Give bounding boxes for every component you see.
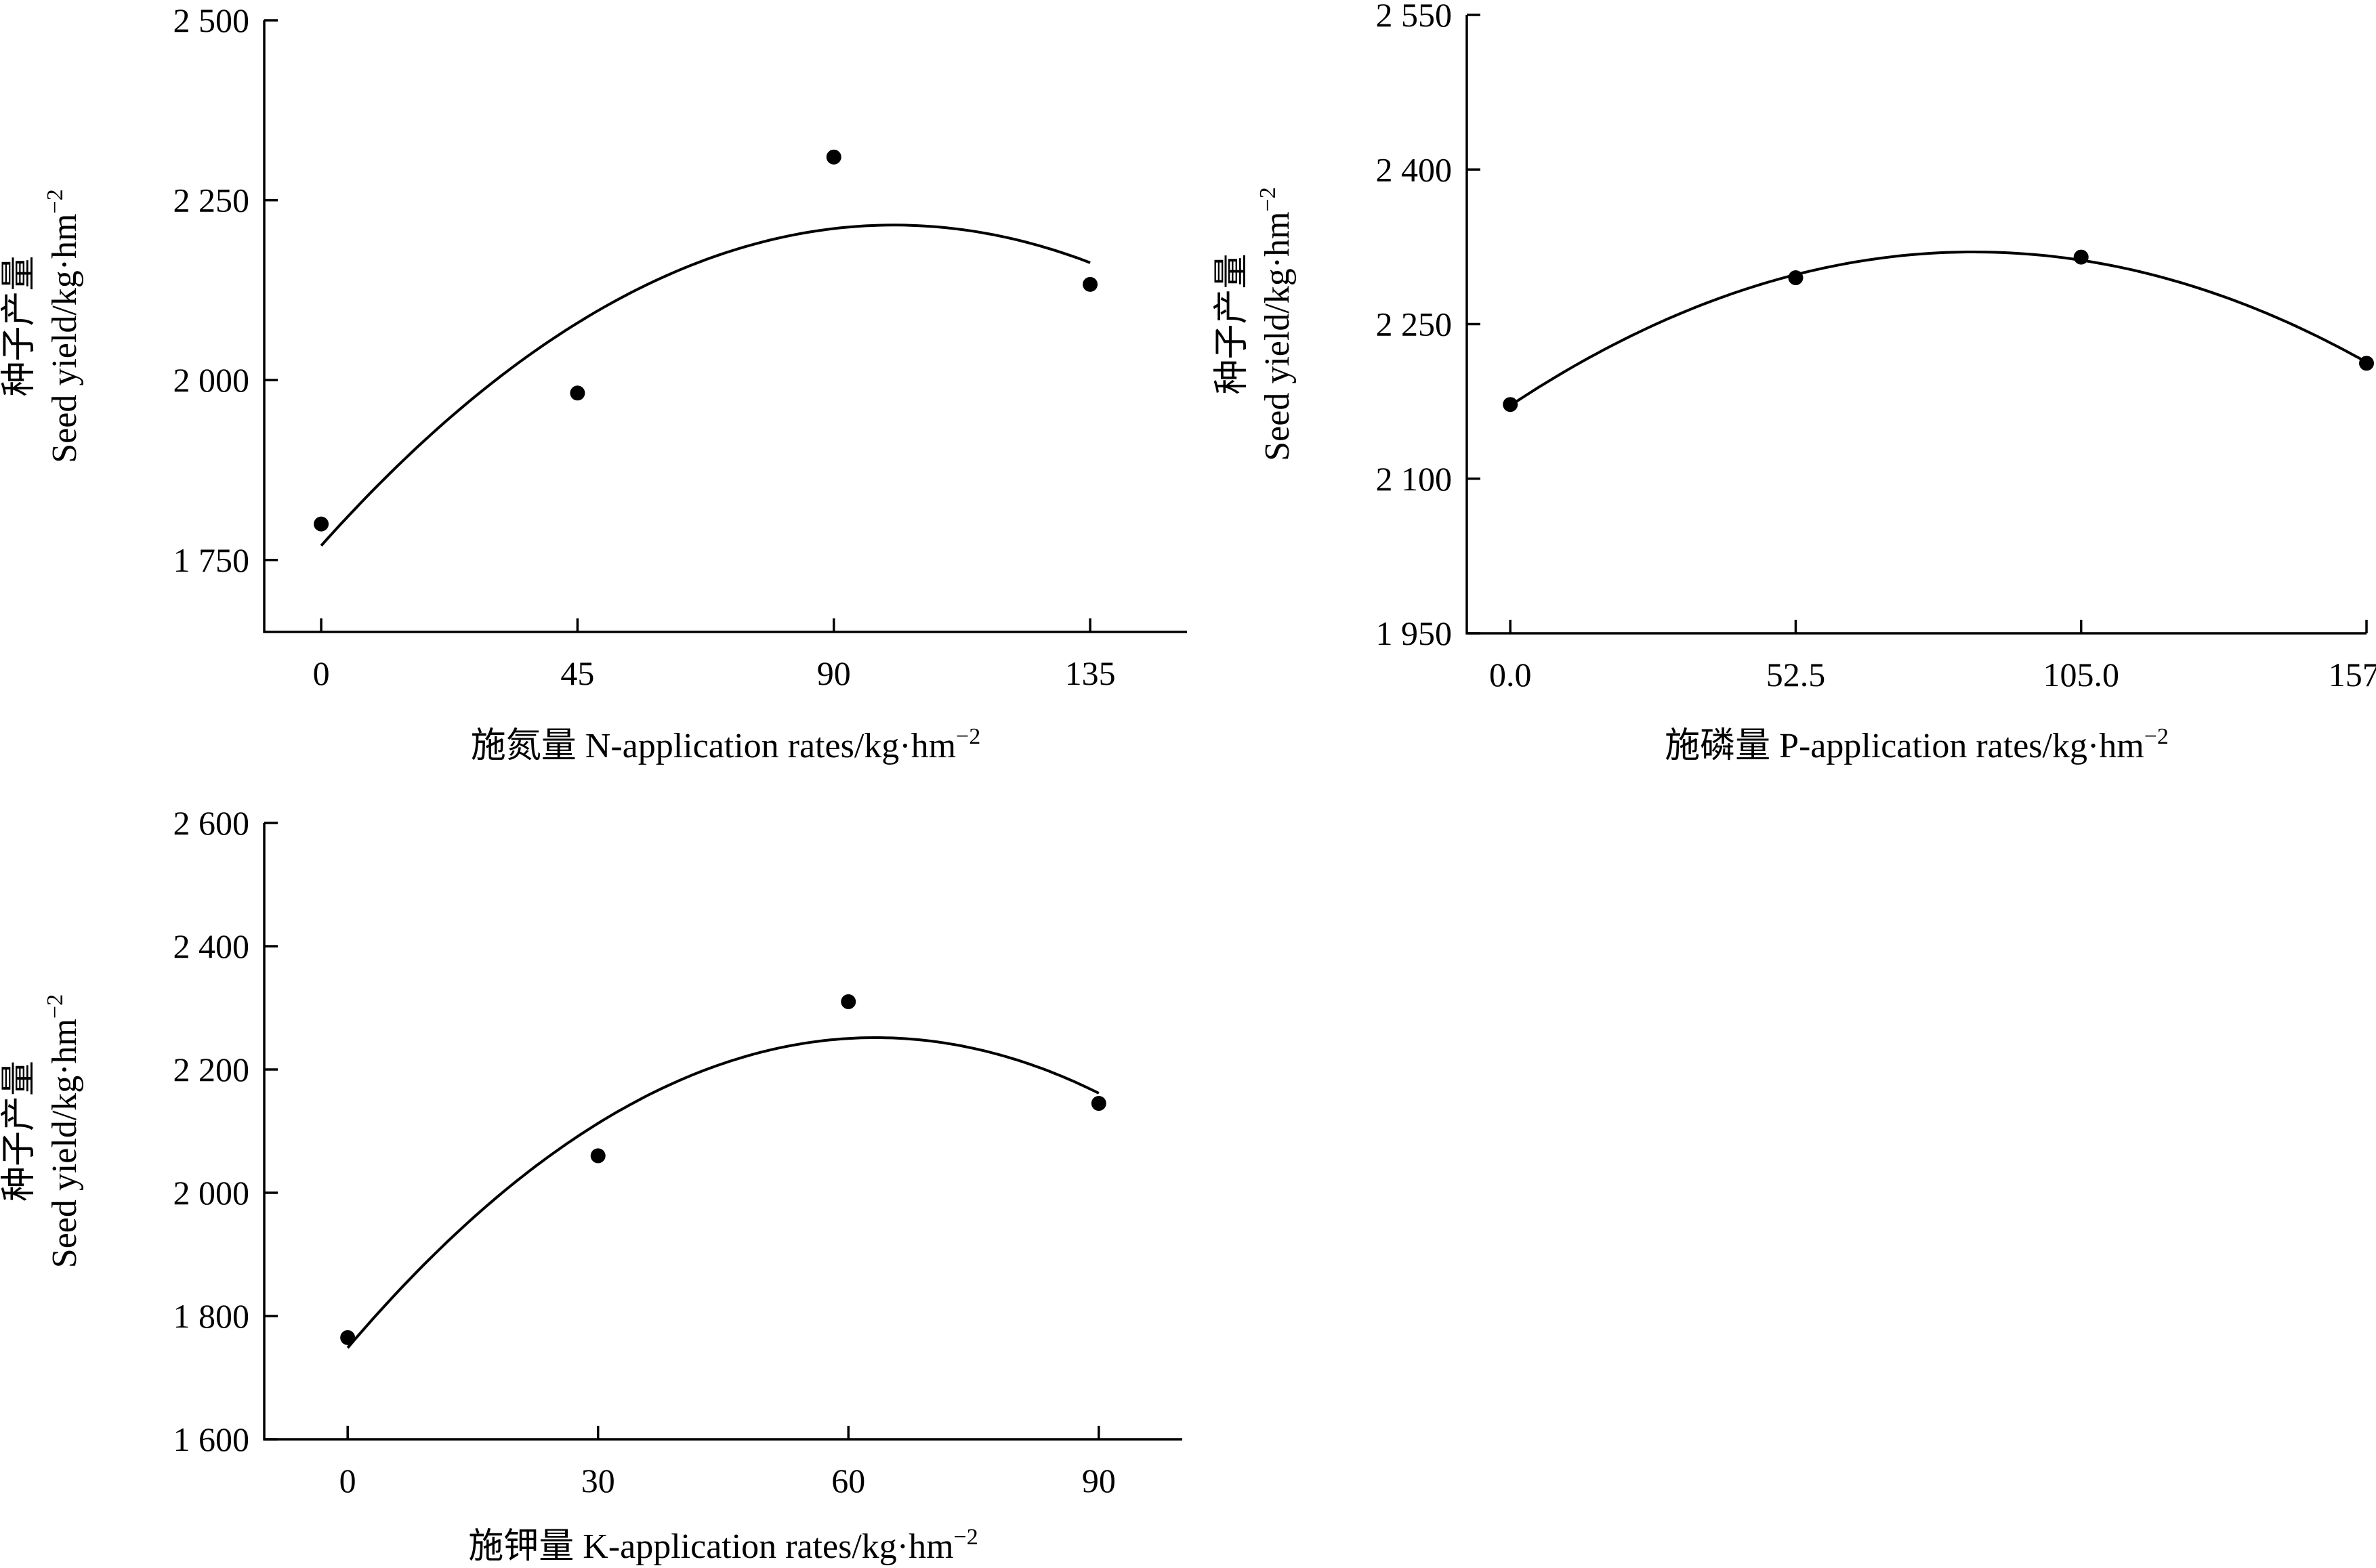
y-tick-label: 2 000 [173, 1174, 250, 1212]
y-tick-label: 2 600 [173, 804, 250, 842]
x-tick-label: 135 [1065, 654, 1116, 692]
x-tick-label: 0 [339, 1462, 356, 1500]
chart-panel-k: 1 600 1 800 2 000 2 200 2 400 2 600 0 30 60 90 施钾量… [0, 804, 1182, 1566]
x-tick-label: 0.0 [1489, 656, 1532, 694]
data-point [1503, 397, 1518, 412]
y-axis-title-en: Seed yield/kg·hm−2 [43, 189, 84, 463]
y-tick-label: 2 400 [1376, 150, 1453, 188]
chart-panel-p: 1 950 2 100 2 250 2 400 2 550 0.0 52.5 105.0 157… [1213, 0, 2376, 765]
data-point [1788, 270, 1804, 286]
fit-curve [320, 224, 1091, 547]
y-tick-label: 1 800 [173, 1297, 250, 1335]
axis-lines [263, 823, 1182, 1441]
y-tick-label: 2 250 [173, 182, 250, 219]
x-tick-label: 90 [817, 654, 851, 692]
axis-lines [1465, 15, 2367, 635]
y-axis-title-en: Seed yield/kg·hm−2 [1255, 187, 1297, 461]
y-tick-label: 1 600 [173, 1420, 250, 1458]
data-point [570, 385, 585, 401]
axis-lines [263, 20, 1187, 633]
x-axis-title: 施磷量 P-application rates/kg·hm−2 [1665, 724, 2169, 765]
x-tick-label: 30 [581, 1462, 615, 1500]
y-tick-label: 2 550 [1376, 0, 1453, 34]
y-tick-label: 2 200 [173, 1051, 250, 1088]
fit-curve [1509, 251, 2367, 407]
x-tick-label: 0 [313, 654, 330, 692]
x-tick-label: 45 [560, 654, 594, 692]
x-tick-label: 90 [1082, 1462, 1116, 1500]
x-tick-label: 52.5 [1766, 656, 1826, 694]
y-tick-label: 2 100 [1376, 460, 1453, 498]
y-tick-label: 1 750 [173, 541, 250, 579]
y-axis-title-cn: 种子产量 [0, 255, 39, 396]
data-point [826, 149, 841, 165]
data-point [1083, 276, 1098, 292]
y-tick-label: 2 500 [173, 1, 250, 39]
data-point [340, 1330, 356, 1345]
y-tick-label: 2 250 [1376, 305, 1453, 343]
data-point [841, 994, 856, 1009]
x-tick-label: 157.5 [2329, 656, 2376, 694]
x-axis-title: 施氮量 N-application rates/kg·hm−2 [471, 724, 980, 765]
y-tick-label: 2 400 [173, 927, 250, 965]
y-axis-title-cn: 种子产量 [1213, 253, 1251, 394]
y-axis-title-en: Seed yield/kg·hm−2 [43, 994, 84, 1268]
data-point [1091, 1096, 1106, 1111]
x-tick-label: 60 [831, 1462, 865, 1500]
data-point [2359, 356, 2374, 371]
data-point [2073, 249, 2089, 265]
x-tick-label: 105.0 [2043, 656, 2119, 694]
y-axis-title-cn: 种子产量 [0, 1061, 39, 1202]
y-tick-label: 2 000 [173, 361, 250, 399]
y-tick-label: 1 950 [1376, 614, 1453, 652]
data-point [314, 516, 329, 532]
chart-panel-n: 1 750 2 000 2 250 2 500 0 45 90 135 施氮量 N-applic… [0, 1, 1187, 765]
data-point [590, 1148, 606, 1164]
x-axis-title: 施钾量 K-application rates/kg·hm−2 [468, 1525, 978, 1566]
fit-curve [346, 1036, 1100, 1349]
